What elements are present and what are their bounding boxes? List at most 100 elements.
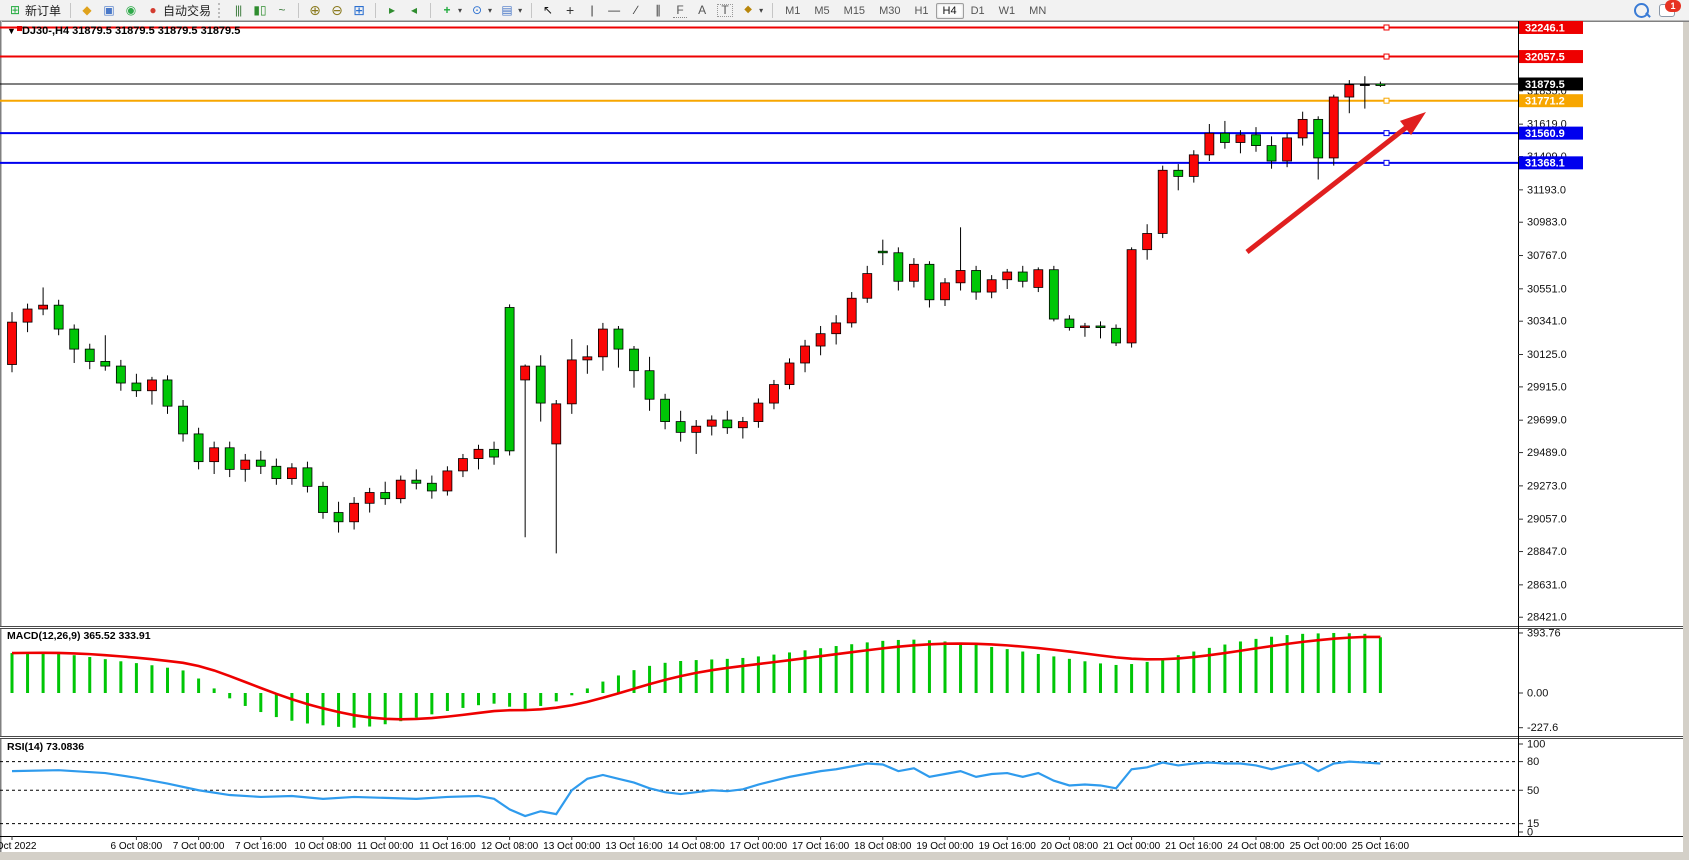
templates-icon: ▤ bbox=[501, 3, 513, 17]
toolbar: ⊞ 新订单 ◆ ▣ ◉ ● 自动交易 ||| ▮▯ ~ ⊕ ⊖ ⊞ ▸ ◂ + ▾… bbox=[0, 0, 1689, 21]
line-chart-mode-button[interactable]: ~ bbox=[271, 2, 293, 18]
svg-text:24 Oct 08:00: 24 Oct 08:00 bbox=[1227, 841, 1285, 852]
svg-text:25 Oct 16:00: 25 Oct 16:00 bbox=[1352, 841, 1410, 852]
trendline-icon: ∕ bbox=[635, 3, 638, 17]
indicators-button[interactable]: + ▾ bbox=[436, 2, 466, 18]
charts-window-icon: ▣ bbox=[103, 3, 115, 17]
auto-trading-button[interactable]: ● 自动交易 bbox=[142, 1, 215, 20]
bar-chart-mode-button[interactable]: ||| bbox=[227, 2, 249, 18]
clock-icon: ⊙ bbox=[472, 3, 483, 17]
svg-text:393.76: 393.76 bbox=[1527, 627, 1561, 639]
vertical-line-tool-button[interactable]: | bbox=[581, 2, 603, 18]
svg-text:14 Oct 08:00: 14 Oct 08:00 bbox=[668, 841, 726, 852]
timeframe-m5[interactable]: M5 bbox=[814, 5, 830, 17]
charts-window-button[interactable]: ▣ bbox=[98, 2, 120, 18]
svg-text:32246.1: 32246.1 bbox=[1525, 22, 1565, 34]
dropdown-arrow-icon: ▾ bbox=[458, 5, 463, 15]
svg-text:25 Oct 00:00: 25 Oct 00:00 bbox=[1290, 841, 1348, 852]
svg-text:0.00: 0.00 bbox=[1527, 688, 1548, 700]
templates-button[interactable]: ▤ ▾ bbox=[496, 2, 526, 18]
crosshair-tool-button[interactable]: + bbox=[559, 2, 581, 18]
timeframe-d1[interactable]: D1 bbox=[970, 5, 985, 17]
profiles-icon: ◆ bbox=[82, 3, 92, 17]
svg-text:5 Oct 2022: 5 Oct 2022 bbox=[0, 841, 37, 852]
candle-chart-mode-button[interactable]: ▮▯ bbox=[249, 2, 271, 18]
timeframe-m1[interactable]: M1 bbox=[785, 5, 801, 17]
svg-text:29915.0: 29915.0 bbox=[1527, 381, 1567, 393]
hline-handle bbox=[1383, 159, 1390, 166]
fibonacci-tool-button[interactable]: F bbox=[669, 2, 691, 19]
timeframe-mn[interactable]: MN bbox=[1029, 5, 1047, 17]
text-tool-button[interactable]: A bbox=[691, 2, 713, 18]
svg-text:31771.2: 31771.2 bbox=[1525, 95, 1565, 107]
channel-tool-button[interactable]: ∥ bbox=[647, 2, 669, 18]
chart-shift-icon: ◂ bbox=[411, 3, 418, 17]
timeframe-h1[interactable]: H1 bbox=[914, 5, 929, 17]
new-order-label: 新订单 bbox=[25, 3, 62, 18]
cursor-icon: ↖ bbox=[543, 3, 554, 17]
search-icon[interactable] bbox=[1634, 2, 1649, 18]
hline-handle bbox=[1383, 24, 1390, 31]
text-icon: A bbox=[698, 3, 707, 17]
zoom-out-icon: ⊖ bbox=[331, 2, 343, 18]
cursor-tool-button[interactable]: ↖ bbox=[537, 2, 559, 18]
svg-text:30983.0: 30983.0 bbox=[1527, 217, 1567, 229]
svg-text:50: 50 bbox=[1527, 785, 1539, 797]
candle-chart-icon: ▮▯ bbox=[253, 3, 267, 17]
svg-text:7 Oct 16:00: 7 Oct 16:00 bbox=[235, 841, 287, 852]
timeframe-group: M1 M5 M15 M30 H1 H4 D1 W1 MN bbox=[778, 3, 1053, 19]
horizontal-line-tool-button[interactable]: — bbox=[603, 2, 625, 18]
trendline-tool-button[interactable]: ∕ bbox=[625, 2, 647, 18]
separator bbox=[430, 2, 432, 18]
auto-trading-label: 自动交易 bbox=[163, 3, 212, 18]
chart-title: ▼ DJ30-,H4 31879.5 31879.5 31879.5 31879… bbox=[7, 25, 240, 37]
timeframe-m30[interactable]: M30 bbox=[879, 5, 901, 17]
profiles-button[interactable]: ◆ bbox=[76, 2, 98, 18]
tile-windows-button[interactable]: ⊞ bbox=[348, 2, 370, 18]
chat-icon[interactable]: 1 bbox=[1659, 0, 1681, 17]
tile-windows-icon: ⊞ bbox=[353, 2, 365, 18]
svg-text:31560.9: 31560.9 bbox=[1525, 128, 1565, 140]
svg-text:100: 100 bbox=[1527, 739, 1545, 751]
svg-text:17 Oct 00:00: 17 Oct 00:00 bbox=[730, 841, 788, 852]
hline-handle bbox=[1383, 97, 1390, 104]
svg-text:10 Oct 08:00: 10 Oct 08:00 bbox=[294, 841, 352, 852]
macd-values: 365.52 333.91 bbox=[83, 630, 151, 642]
svg-text:15: 15 bbox=[1527, 818, 1539, 830]
fibonacci-icon: F bbox=[673, 3, 688, 18]
timeframe-m15[interactable]: M15 bbox=[843, 5, 866, 17]
svg-text:13 Oct 16:00: 13 Oct 16:00 bbox=[605, 841, 663, 852]
new-order-button[interactable]: ⊞ 新订单 bbox=[4, 1, 65, 20]
collapse-arrow-icon[interactable]: ▼ bbox=[7, 26, 16, 36]
svg-text:20 Oct 08:00: 20 Oct 08:00 bbox=[1041, 841, 1099, 852]
crosshair-icon: + bbox=[565, 2, 575, 18]
navigator-button[interactable]: ◉ bbox=[120, 2, 142, 18]
svg-text:-227.6: -227.6 bbox=[1527, 722, 1558, 734]
shapes-tool-button[interactable]: ◆ ▾ bbox=[737, 2, 767, 18]
timeframe-w1[interactable]: W1 bbox=[998, 5, 1016, 17]
zoom-out-button[interactable]: ⊖ bbox=[326, 2, 348, 18]
svg-text:31193.0: 31193.0 bbox=[1527, 184, 1566, 196]
svg-text:30551.0: 30551.0 bbox=[1527, 283, 1567, 295]
macd-name: MACD(12,26,9) bbox=[7, 630, 81, 642]
symbol-period-label: DJ30-,H4 bbox=[21, 25, 70, 37]
svg-text:29057.0: 29057.0 bbox=[1527, 514, 1567, 526]
hline-handle bbox=[1383, 130, 1390, 137]
svg-text:29273.0: 29273.0 bbox=[1527, 480, 1567, 492]
periods-button[interactable]: ⊙ ▾ bbox=[466, 2, 496, 18]
text-label-tool-button[interactable]: T bbox=[713, 3, 737, 18]
svg-text:80: 80 bbox=[1527, 756, 1539, 768]
svg-text:12 Oct 08:00: 12 Oct 08:00 bbox=[481, 841, 539, 852]
svg-text:31879.5: 31879.5 bbox=[1525, 79, 1565, 91]
notification-badge: 1 bbox=[1665, 0, 1681, 12]
svg-text:21 Oct 16:00: 21 Oct 16:00 bbox=[1165, 841, 1223, 852]
zoom-in-button[interactable]: ⊕ bbox=[304, 2, 326, 18]
auto-scroll-button[interactable]: ▸ bbox=[381, 2, 403, 18]
dropdown-arrow-icon: ▾ bbox=[488, 5, 493, 15]
chart-shift-button[interactable]: ◂ bbox=[403, 2, 425, 18]
svg-text:30125.0: 30125.0 bbox=[1527, 349, 1567, 361]
svg-text:7 Oct 00:00: 7 Oct 00:00 bbox=[173, 841, 225, 852]
timeframe-h4[interactable]: H4 bbox=[935, 3, 964, 19]
